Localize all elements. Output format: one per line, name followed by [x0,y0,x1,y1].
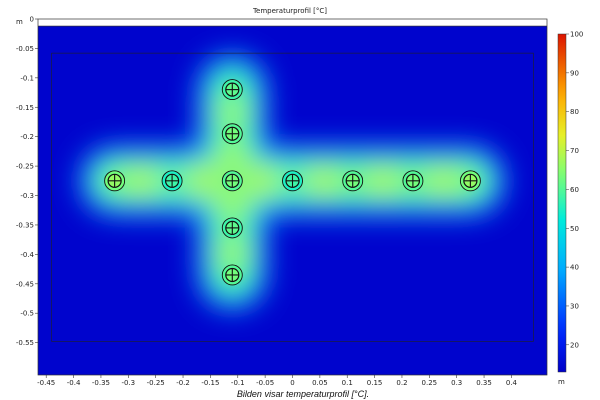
x-axis-unit: m [558,378,565,386]
colorbar-tick-label: 80 [570,108,579,116]
y-tick-label: -0.3 [20,192,34,200]
x-tick-label: 0.4 [506,379,518,387]
x-tick-label: -0.15 [201,379,219,387]
colorbar-gradient [557,33,567,373]
y-tick-label: -0.1 [20,74,34,82]
pipe [282,170,303,192]
air-region [38,19,547,27]
y-axis-unit: m [16,18,23,26]
pipe [104,170,126,192]
x-tick-label: 0.25 [422,379,438,387]
x-tick-label: -0.1 [231,379,245,387]
y-tick-label: -0.25 [16,163,34,171]
pipe [221,170,243,192]
y-tick-label: -0.2 [20,133,34,141]
axes: -0.45 -0.4 -0.35 -0.3 -0.25 -0.2 -0.15 -0.1 -0.0… [16,16,548,387]
pipe [342,170,364,192]
pipe [221,123,243,145]
pipe [459,170,481,192]
y-tick-label: -0.45 [16,280,34,288]
x-tick-label: -0.05 [256,379,274,387]
plot-area [38,19,547,375]
colorbar-tick-label: 30 [570,302,579,310]
x-tick-label: -0.25 [147,379,165,387]
x-tick-label: 0.3 [451,379,462,387]
x-tick-label: -0.4 [67,379,81,387]
colorbar-tick-label: 20 [570,341,579,349]
y-tick-label: -0.35 [16,221,34,229]
y-tick-label: -0.05 [16,45,34,53]
x-tick-label: 0.15 [367,379,383,387]
y-tick-label: -0.5 [20,310,34,318]
y-tick-label: -0.4 [20,251,34,259]
colorbar-tick-label: 60 [570,186,579,194]
colorbar: 100 90 80 70 60 50 40 30 20 [557,31,583,373]
pipe [221,79,243,101]
pipe [161,170,183,192]
y-tick-label: 0 [30,16,34,24]
x-tick-label: -0.2 [176,379,190,387]
x-tick-label: 0.05 [312,379,328,387]
colorbar-tick-label: 40 [570,264,579,272]
pipe [221,217,243,239]
x-tick-label: 0 [290,379,294,387]
colorbar-tick-label: 70 [570,147,579,155]
colorbar-tick-label: 100 [570,31,583,39]
colorbar-tick-label: 50 [570,225,579,233]
x-tick-label: -0.35 [92,379,110,387]
domain-outline [51,52,534,342]
pipe [221,264,243,286]
x-tick-label: 0.1 [342,379,353,387]
x-tick-label: -0.45 [37,379,55,387]
x-tick-label: -0.3 [121,379,135,387]
x-tick-label: 0.2 [396,379,407,387]
x-tick-label: 0.35 [476,379,492,387]
y-tick-label: -0.55 [16,339,34,347]
y-tick-label: -0.15 [16,104,34,112]
figure-caption: Bilden visar temperaturprofil [°C]. [237,389,369,399]
pipe [402,170,424,192]
chart-title: Temperaturprofil [°C] [252,7,327,15]
colorbar-tick-label: 90 [570,69,579,77]
